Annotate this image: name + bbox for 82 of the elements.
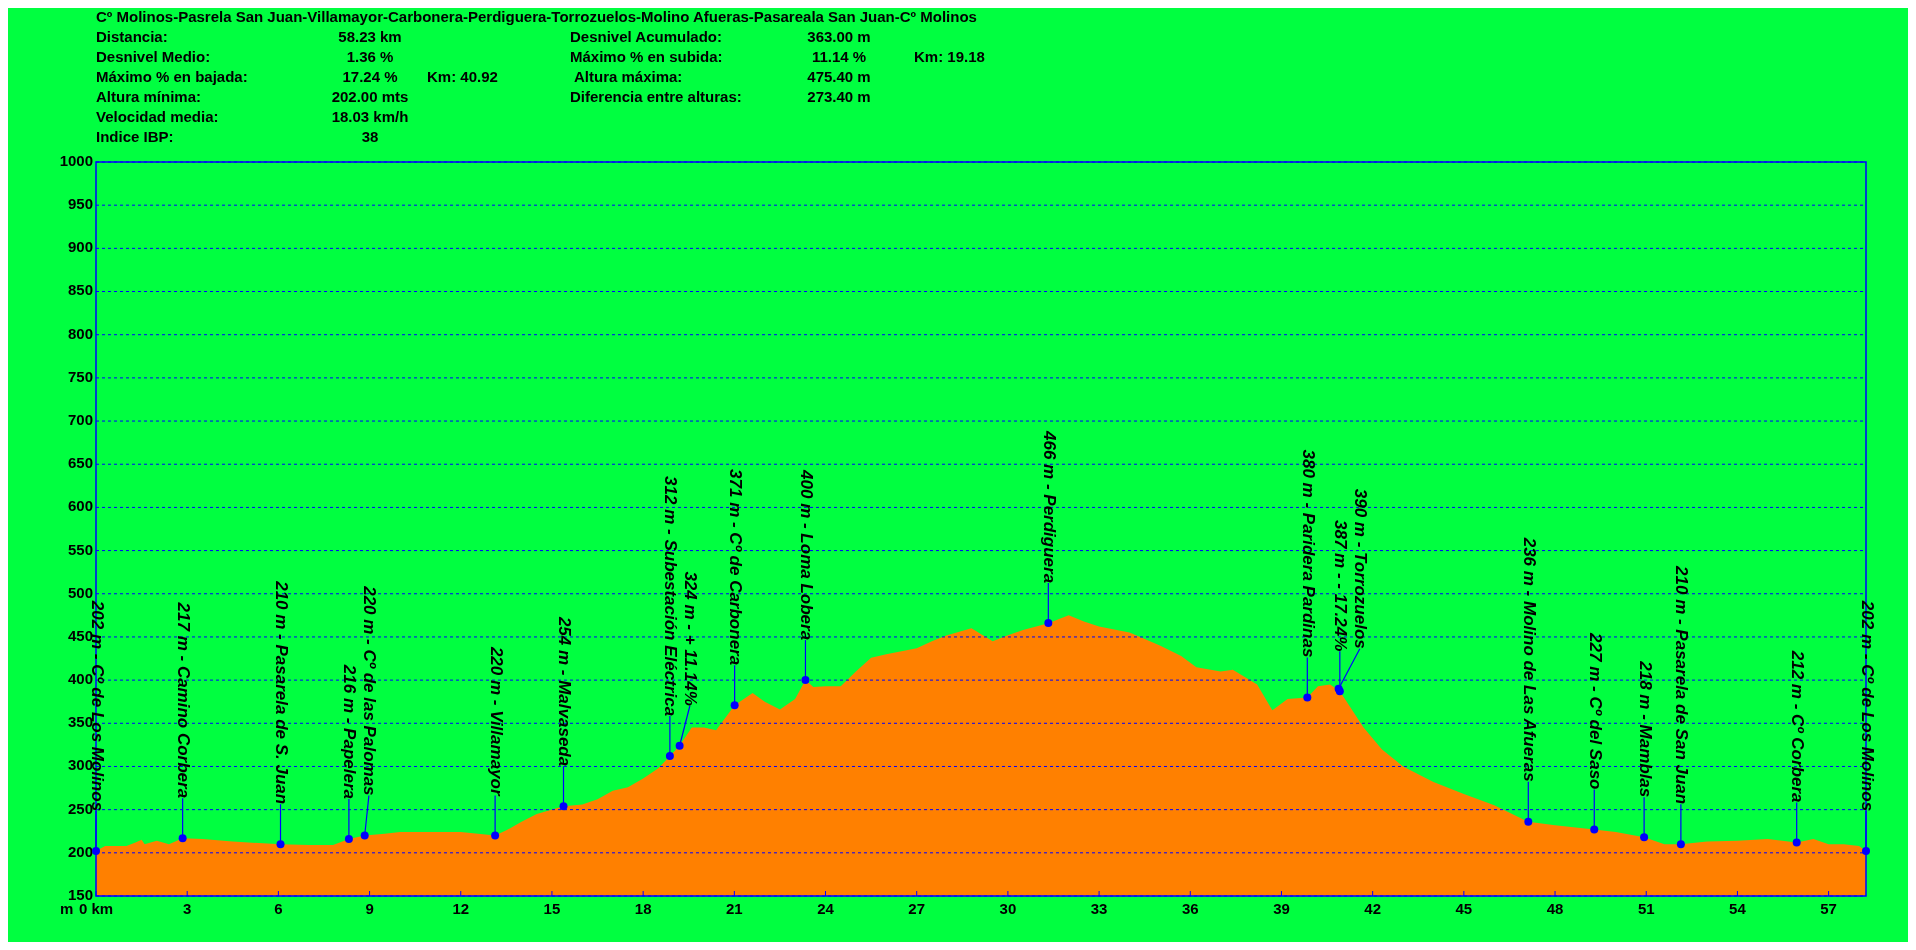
x-tick-label: 54	[1729, 900, 1747, 917]
annotation: 400 m - Loma Lobera	[796, 469, 816, 641]
text: 202.00 mts	[331, 87, 409, 105]
text: Velocidad media:	[96, 107, 219, 125]
y-tick-label: 150	[67, 885, 93, 903]
y-tick-label: 600	[67, 497, 93, 515]
y-tick-label: 450	[67, 626, 93, 644]
annotation: 312 m - Subestación Eléctrica	[661, 476, 681, 717]
x-tick-label: 39	[1273, 900, 1290, 917]
x-tick-label: 51	[1637, 900, 1655, 917]
y-tick-label: 900	[67, 238, 93, 256]
x-tick-label: 18	[634, 900, 652, 917]
annotation: 390 m - Torrozuelos	[1351, 488, 1371, 649]
annotation: 220 m - Villamayor	[486, 645, 506, 797]
text: 17.24 %	[342, 67, 398, 85]
text: Indice IBP:	[96, 127, 174, 145]
annotation: 216 m - Papelera	[340, 663, 360, 800]
text: Diferencia entre alturas:	[570, 87, 742, 105]
x-tick-label: 12	[452, 900, 470, 917]
text: Km: 19.18	[914, 47, 985, 65]
text: Altura máxima:	[574, 67, 683, 85]
annotation: 227 m - Cº del Saso	[1585, 632, 1605, 790]
annotation: 380 m - Paridera Pardinas	[1298, 449, 1318, 658]
y-tick-label: 800	[67, 324, 93, 342]
x-tick-label: 36	[1181, 900, 1199, 917]
text: Desnivel Medio:	[96, 47, 211, 65]
annotation: 466 m - Perdiguera	[1039, 430, 1059, 584]
x-tick-label: 6	[274, 900, 283, 917]
annotation: 254 m - Malvaseda	[555, 615, 575, 767]
y-tick-label: 1000	[59, 151, 93, 169]
chart-title: Cº Molinos-Pasrela San Juan-Villamayor-Carbonera-Perdiguera-Torrozuelos-Molino Afueras-Pasareala San Juan-Cº Molinos	[96, 7, 977, 25]
y-tick-label: 650	[67, 454, 93, 472]
text: Desnivel Acumulado:	[570, 27, 722, 45]
annotation: 210 m - Pasarela de San Juan	[1672, 565, 1692, 805]
y-tick-label: 400	[67, 670, 93, 688]
x-tick-label: 9	[365, 900, 374, 917]
annotation: 324 m - + 11.14%	[681, 571, 701, 706]
y-tick-label: 350	[67, 713, 93, 731]
text: Km: 40.92	[427, 67, 498, 85]
x-tick-label: 45	[1455, 900, 1473, 917]
x-tick-label: 33	[1090, 900, 1108, 917]
annotation: 210 m - Pasarela de S. Juan	[272, 580, 292, 805]
x-tick-label: 27	[908, 900, 926, 917]
x-tick-label: 42	[1364, 900, 1382, 917]
text: 18.03 km/h	[331, 107, 409, 125]
text: Distancia:	[96, 27, 168, 45]
x-tick-label: 30	[999, 900, 1017, 917]
y-tick-label: 200	[67, 842, 93, 860]
annotation: 387 m - - 17.24%	[1331, 519, 1351, 652]
annotation: 212 m - Cº Corbera	[1788, 649, 1808, 803]
text: 58.23 km	[338, 27, 402, 45]
annotation: 218 m - Mamblas	[1635, 660, 1655, 798]
text: 1.36 %	[346, 47, 394, 65]
x-tick-label: 0 km	[78, 900, 114, 917]
annotation: 220 m - Cº de las Palomas	[360, 585, 380, 796]
text: 363.00 m	[807, 27, 871, 45]
text: 475.40 m	[807, 67, 871, 85]
text: Altura mínima:	[96, 87, 202, 105]
y-tick-label: 700	[67, 411, 93, 429]
x-tick-label: 15	[543, 900, 561, 917]
x-tick-label: 3	[183, 900, 192, 917]
y-tick-label: 750	[67, 367, 93, 385]
y-axis-title: m	[60, 900, 74, 917]
y-tick-label: 500	[67, 583, 93, 601]
annotation: 371 m - Cº de Carbonera	[726, 469, 746, 666]
y-tick-label: 300	[67, 756, 93, 774]
text: 11.14 %	[811, 47, 867, 65]
y-tick-label: 850	[67, 281, 93, 299]
annotation: 202 m - Cº de Los Molinos	[1857, 599, 1877, 812]
y-tick-label: 550	[67, 540, 93, 558]
annotation: 217 m - Camino Corbera	[174, 601, 194, 799]
annotation: 236 m - Molino de Las Afueras	[1519, 536, 1539, 782]
x-tick-label: 48	[1546, 900, 1564, 917]
text: 38	[361, 127, 379, 145]
text: Máximo % en bajada:	[96, 67, 248, 85]
x-tick-label: 24	[817, 900, 835, 917]
x-tick-label: 57	[1820, 900, 1837, 917]
text: 273.40 m	[807, 87, 871, 105]
text: Máximo % en subida:	[570, 47, 723, 65]
y-tick-label: 950	[67, 195, 93, 213]
x-tick-label: 21	[725, 900, 743, 917]
y-tick-label: 250	[67, 799, 93, 817]
